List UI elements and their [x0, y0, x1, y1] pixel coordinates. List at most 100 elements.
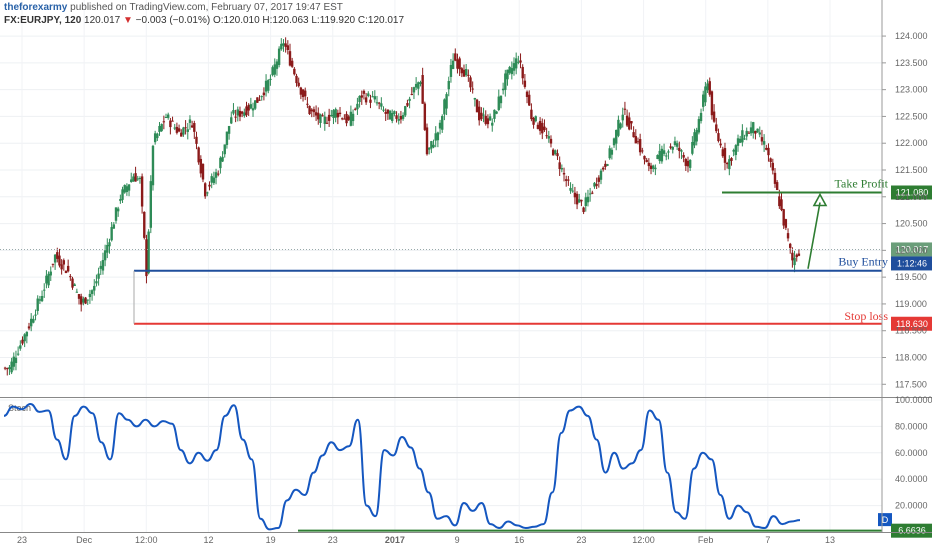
candle-body: [114, 207, 118, 221]
candle-body: [754, 131, 757, 134]
candle-body: [73, 284, 76, 287]
candle-body: [549, 138, 553, 144]
buy-entry-tag: 1:12:46: [897, 258, 927, 268]
candle-body: [299, 87, 303, 95]
candle-body: [21, 339, 24, 344]
candle-body: [103, 250, 107, 261]
candle-body: [780, 199, 783, 211]
candle-body: [271, 67, 274, 76]
publish-header: theforexarmy published on TradingView.co…: [4, 2, 343, 13]
candle-body: [336, 112, 340, 118]
candle-body: [138, 177, 142, 180]
candle-body: [686, 160, 690, 167]
candle-body: [412, 87, 416, 93]
time-tick-label: 19: [266, 535, 276, 545]
candle-body: [25, 331, 29, 337]
candle-body: [541, 122, 544, 134]
candle-body: [545, 135, 548, 137]
candle-body: [293, 68, 296, 75]
candle-body: [264, 80, 268, 92]
candle-body: [641, 150, 644, 152]
candle-body: [506, 69, 509, 80]
candle-body: [147, 231, 150, 274]
grid: [0, 0, 882, 532]
stoch-tick-label: 100.0000: [895, 395, 932, 405]
candle-body: [121, 189, 124, 200]
price-tick-label: 118.000: [895, 353, 927, 363]
candle-body: [588, 193, 592, 195]
candle-body: [417, 82, 420, 89]
candle-body: [758, 132, 761, 135]
candle-body: [538, 121, 542, 131]
candle-body: [290, 60, 294, 67]
candle-body: [97, 273, 100, 279]
candle-body: [62, 260, 66, 265]
stop-loss-tag-bg: [891, 316, 932, 331]
candle-body: [565, 179, 568, 181]
price-tick-label: 122.500: [895, 111, 928, 121]
candle-body: [619, 123, 622, 129]
candle-body: [708, 81, 711, 95]
candle-body: [95, 281, 98, 284]
candle-body: [199, 158, 203, 174]
candle-body: [334, 109, 337, 118]
candle-body: [349, 111, 353, 126]
candle-body: [249, 104, 253, 109]
candle-body: [364, 97, 368, 103]
candle-body: [756, 128, 759, 133]
candle-body: [382, 109, 385, 111]
candle-body: [547, 136, 551, 139]
candle-body: [595, 184, 598, 186]
buy-entry-tag-bg: [891, 256, 932, 271]
candle-body: [728, 159, 731, 170]
publisher-name[interactable]: theforexarmy: [4, 2, 68, 13]
candle-body: [354, 108, 357, 110]
symbol-name: FX:EURJPY, 120: [4, 15, 82, 26]
candle-body: [177, 128, 181, 132]
candle-body: [408, 98, 411, 101]
candle-body: [495, 111, 498, 114]
candle-body: [373, 96, 377, 100]
candle-body: [236, 109, 239, 116]
candle-body: [586, 196, 590, 203]
candle-body: [651, 165, 655, 169]
candle-body: [158, 125, 161, 132]
candle-body: [262, 92, 266, 96]
candle-body: [649, 165, 653, 169]
candle-body: [340, 118, 344, 120]
last-price: 120.017: [84, 15, 121, 26]
candle-body: [153, 133, 157, 143]
candle-body: [169, 120, 172, 128]
candle-body: [80, 296, 83, 305]
ohlc-values: O:120.010 H:120.063 L:119.920 C:120.017: [212, 15, 405, 26]
candle-body: [188, 119, 192, 123]
candle-body: [6, 368, 9, 370]
candle-body: [615, 129, 618, 144]
candle-body: [460, 68, 464, 74]
candle-body: [523, 80, 527, 87]
candle-body: [14, 357, 18, 364]
candle-body: [123, 184, 126, 193]
candle-body: [101, 259, 105, 271]
candle-body: [469, 77, 472, 88]
candle-body: [64, 270, 68, 274]
time-tick-label: 12:00: [135, 535, 158, 545]
candle-body: [480, 112, 483, 120]
candle-body: [295, 75, 298, 84]
candle-body: [206, 192, 209, 194]
stoch-tick-label: 20.0000: [895, 501, 928, 511]
candle-body: [401, 115, 405, 119]
candle-body: [749, 127, 753, 134]
candle-body: [388, 110, 392, 120]
candle-body: [667, 151, 670, 153]
candle-body: [691, 141, 694, 154]
candle-body: [380, 103, 383, 107]
price-tick-label: 117.500: [895, 379, 927, 389]
candle-body: [184, 127, 187, 129]
candle-body: [612, 138, 616, 146]
candle-body: [521, 66, 524, 79]
candle-body: [327, 114, 331, 121]
candle-body: [45, 275, 48, 284]
candle-body: [410, 93, 413, 95]
